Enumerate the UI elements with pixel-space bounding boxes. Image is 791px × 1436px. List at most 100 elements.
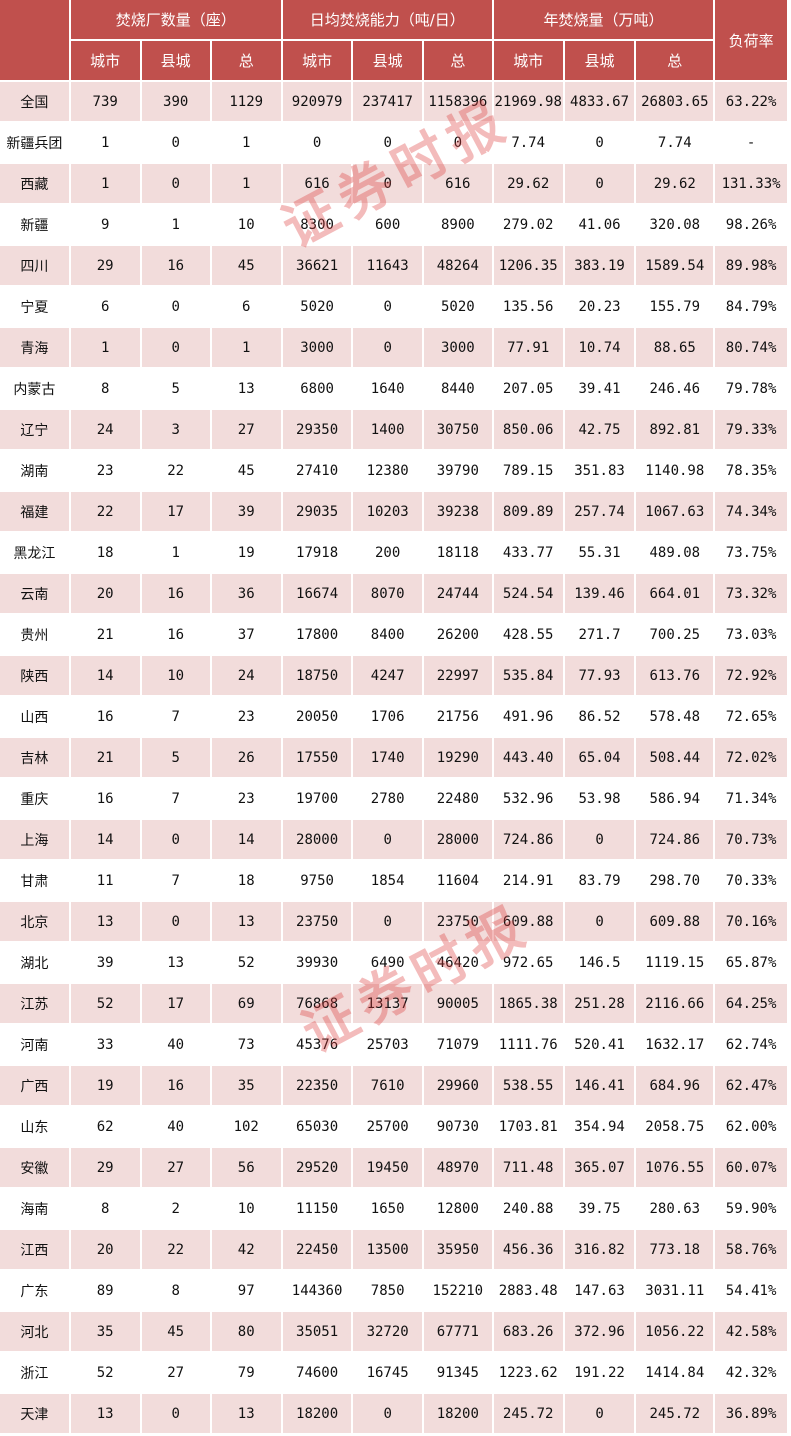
value-cell: 20050	[282, 697, 352, 736]
value-cell: 70.16%	[715, 902, 787, 941]
table-row: 江苏 52 17 69 76868 13137 90005 1865.38 251.28 2116…	[0, 984, 787, 1023]
value-cell: 280.63	[636, 1189, 714, 1228]
value-cell: 29	[70, 1148, 140, 1187]
value-cell: 35	[211, 1066, 281, 1105]
region-name-cell: 四川	[0, 246, 69, 285]
value-cell: 18118	[423, 533, 492, 572]
value-cell: 152210	[423, 1271, 492, 1310]
table-row: 内蒙古 8 5 13 6800 1640 8440 207.05 39.41 246.46 79.7…	[0, 369, 787, 408]
value-cell: -	[715, 123, 787, 162]
value-cell: 146.41	[564, 1066, 635, 1105]
value-cell: 892.81	[636, 410, 714, 449]
value-cell: 14	[70, 656, 140, 695]
value-cell: 0	[564, 123, 635, 162]
value-cell: 73.32%	[715, 574, 787, 613]
value-cell: 13	[211, 902, 281, 941]
value-cell: 508.44	[636, 738, 714, 777]
value-cell: 20.23	[564, 287, 635, 326]
value-cell: 72.92%	[715, 656, 787, 695]
value-cell: 22	[141, 451, 210, 490]
value-cell: 79.33%	[715, 410, 787, 449]
value-cell: 257.74	[564, 492, 635, 531]
value-cell: 35950	[423, 1230, 492, 1269]
value-cell: 88.65	[636, 328, 714, 367]
value-cell: 538.55	[493, 1066, 563, 1105]
value-cell: 372.96	[564, 1312, 635, 1351]
region-name-cell: 新疆兵团	[0, 123, 69, 162]
value-cell: 39.75	[564, 1189, 635, 1228]
value-cell: 14	[211, 820, 281, 859]
value-cell: 1706	[353, 697, 422, 736]
subheader-cell: 县城	[564, 41, 635, 80]
value-cell: 13	[70, 902, 140, 941]
value-cell: 200	[353, 533, 422, 572]
region-name-cell: 湖北	[0, 943, 69, 982]
value-cell: 16	[70, 779, 140, 818]
value-cell: 69	[211, 984, 281, 1023]
table-row: 辽宁 24 3 27 29350 1400 30750 850.06 42.75 892.81 79…	[0, 410, 787, 449]
value-cell: 1	[211, 328, 281, 367]
value-cell: 683.26	[493, 1312, 563, 1351]
value-cell: 2780	[353, 779, 422, 818]
region-name-cell: 浙江	[0, 1353, 69, 1392]
subheader-cell: 总	[211, 41, 281, 80]
value-cell: 365.07	[564, 1148, 635, 1187]
value-cell: 10.74	[564, 328, 635, 367]
value-cell: 18200	[423, 1394, 492, 1433]
table-row: 天津 13 0 13 18200 0 18200 245.72 0 245.72 36.89%	[0, 1394, 787, 1433]
value-cell: 79	[211, 1353, 281, 1392]
region-name-cell: 湖南	[0, 451, 69, 490]
value-cell: 850.06	[493, 410, 563, 449]
region-name-cell: 河北	[0, 1312, 69, 1351]
value-cell: 40	[141, 1025, 210, 1064]
value-cell: 13	[211, 369, 281, 408]
value-cell: 12800	[423, 1189, 492, 1228]
value-cell: 21756	[423, 697, 492, 736]
table-row: 河北 35 45 80 35051 32720 67771 683.26 372.96 1056.…	[0, 1312, 787, 1351]
region-name-cell: 贵州	[0, 615, 69, 654]
value-cell: 1650	[353, 1189, 422, 1228]
value-cell: 80.74%	[715, 328, 787, 367]
table-row: 贵州 21 16 37 17800 8400 26200 428.55 271.7 700.25 7…	[0, 615, 787, 654]
value-cell: 18	[70, 533, 140, 572]
value-cell: 1	[70, 328, 140, 367]
table-row: 广东 89 8 97 144360 7850 152210 2883.48 147.63 3031…	[0, 1271, 787, 1310]
value-cell: 1	[70, 123, 140, 162]
value-cell: 809.89	[493, 492, 563, 531]
value-cell: 6490	[353, 943, 422, 982]
table-row: 湖北 39 13 52 39930 6490 46420 972.65 146.5 1119.15…	[0, 943, 787, 982]
region-name-cell: 青海	[0, 328, 69, 367]
value-cell: 383.19	[564, 246, 635, 285]
value-cell: 524.54	[493, 574, 563, 613]
value-cell: 22480	[423, 779, 492, 818]
value-cell: 32720	[353, 1312, 422, 1351]
value-cell: 7	[141, 697, 210, 736]
value-cell: 6800	[282, 369, 352, 408]
value-cell: 0	[141, 287, 210, 326]
region-name-cell: 西藏	[0, 164, 69, 203]
value-cell: 1111.76	[493, 1025, 563, 1064]
value-cell: 63.22%	[715, 82, 787, 121]
value-cell: 214.91	[493, 861, 563, 900]
table-row: 新疆兵团 1 0 1 0 0 0 7.74 0 7.74-	[0, 123, 787, 162]
value-cell: 52	[70, 1353, 140, 1392]
value-cell: 13500	[353, 1230, 422, 1269]
region-name-cell: 广西	[0, 1066, 69, 1105]
region-name-cell: 山东	[0, 1107, 69, 1146]
value-cell: 489.08	[636, 533, 714, 572]
value-cell: 8900	[423, 205, 492, 244]
value-cell: 2883.48	[493, 1271, 563, 1310]
value-cell: 22	[70, 492, 140, 531]
value-cell: 711.48	[493, 1148, 563, 1187]
value-cell: 24	[211, 656, 281, 695]
value-cell: 600	[353, 205, 422, 244]
value-cell: 8300	[282, 205, 352, 244]
subheader-cell: 总	[636, 41, 714, 80]
value-cell: 0	[423, 123, 492, 162]
value-cell: 316.82	[564, 1230, 635, 1269]
table-row: 甘肃 11 7 18 9750 1854 11604 214.91 83.79 298.70 70.…	[0, 861, 787, 900]
value-cell: 251.28	[564, 984, 635, 1023]
value-cell: 16745	[353, 1353, 422, 1392]
value-cell: 7	[141, 861, 210, 900]
region-name-cell: 全国	[0, 82, 69, 121]
